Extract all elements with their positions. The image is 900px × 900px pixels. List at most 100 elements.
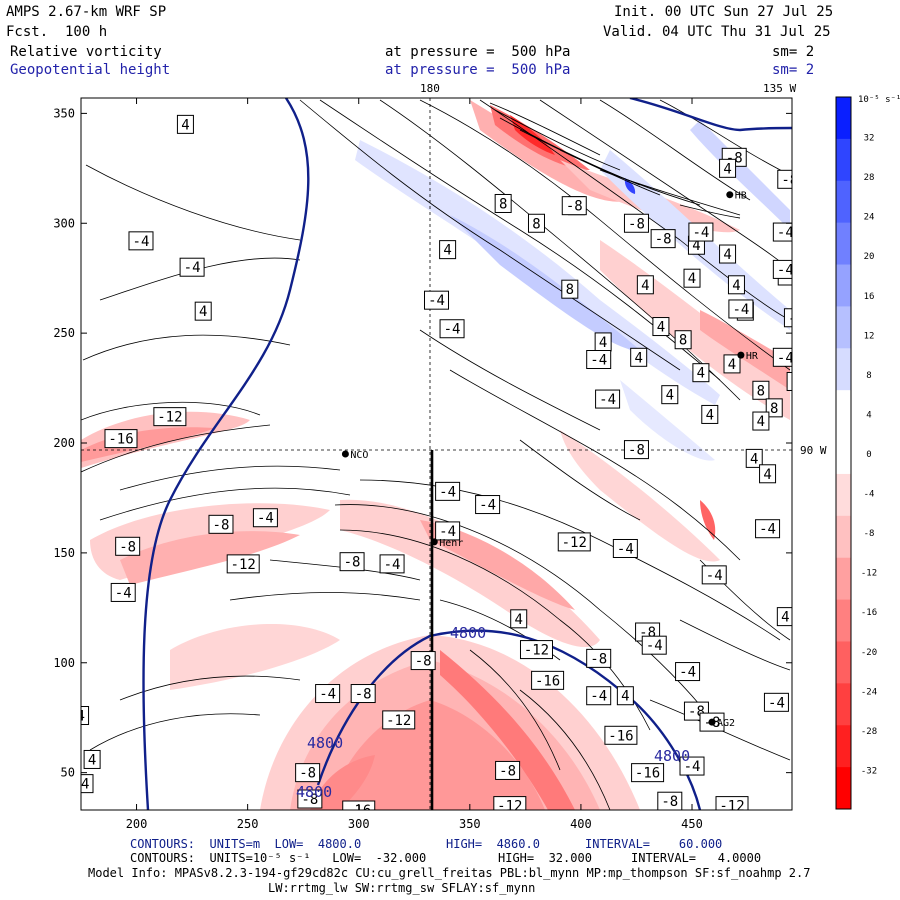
colorbar-tick-label: 20 (864, 252, 875, 262)
valid-time: Valid. 04 UTC Thu 31 Jul 25 (603, 24, 831, 40)
station-label: NCO (350, 450, 368, 461)
vorticity-label-box (531, 670, 565, 690)
height-contour-labels: 4800 4800 4800 4800 (296, 624, 690, 801)
vorticity-label-box (424, 290, 449, 310)
colorbar-tick-label: 32 (864, 134, 875, 144)
vorticity-label-box (410, 651, 436, 671)
colorbar-tick-label: 12 (864, 331, 875, 341)
vorticity-label: -4 (809, 568, 833, 586)
vorticity-label: 4 (759, 464, 777, 484)
vorticity-contour-labels: 4 -4 -4 4 -12 -16 -4 -8 -8 -4 -12 -8 -4 -4 -4 4 -4 -8 -8 -4… (68, 114, 835, 815)
vorticity-label-box (81, 774, 94, 794)
vorticity-label: 4 (727, 275, 745, 295)
height-contour-info: CONTOURS: UNITS=m LOW= 4800.0 (130, 837, 362, 851)
vorticity-label-box (811, 313, 835, 331)
vorticity-label-box (83, 749, 101, 769)
vorticity-label-text: -4 (706, 568, 723, 584)
vorticity-label: -8 (623, 440, 649, 460)
x-tick-label: 200 (126, 817, 148, 831)
vorticity-label-box (495, 760, 521, 780)
vorticity-label-box (776, 607, 792, 627)
vorticity-label-text: -16 (535, 673, 560, 689)
vorticity-label-box (616, 686, 634, 706)
colorbar-swatch (836, 515, 851, 559)
vorticity-label: -4 (586, 686, 612, 706)
vorticity-label-text: -4 (684, 759, 701, 775)
vorticity-label-text: 4 (781, 610, 789, 626)
vorticity-label: 4 (194, 301, 212, 321)
vorticity-label-box (783, 308, 792, 328)
vorticity-label: -4 (804, 458, 828, 476)
vorticity-label-box (110, 582, 136, 602)
vorticity-label-text: -8 (499, 763, 516, 779)
vorticity-label: -12 (715, 796, 749, 815)
vorticity-label-box (435, 481, 461, 501)
vorticity-label-text: -12 (231, 557, 256, 573)
model-title: AMPS 2.67-km WRF SP (6, 4, 167, 20)
vorticity-label-box (115, 536, 141, 556)
vorticity-label-text: -4 (590, 689, 607, 705)
vorticity-label: 4 (719, 158, 737, 178)
vorticity-label-box (808, 291, 824, 309)
vorticity-label-text: 4 (688, 271, 696, 287)
vorticity-label-text: -8 (355, 687, 372, 703)
vorticity-label-text: -8 (299, 766, 316, 782)
vorticity-label-text: -4 (257, 511, 274, 527)
vorticity-label-text: -4 (73, 777, 90, 793)
vorticity-label-text: 4 (728, 357, 736, 373)
colorbar-tick-label: 24 (864, 213, 875, 223)
vorticity-label-text: -16 (635, 766, 660, 782)
vorticity-label-box (604, 725, 638, 745)
vorticity-label-text: -4 (617, 541, 634, 557)
vorticity-label-text: 4 (599, 335, 607, 351)
vorticity-label: -12 (519, 640, 553, 660)
vorticity-label-text: -8 (213, 517, 230, 533)
vorticity-label-text: -4 (679, 665, 696, 681)
colorbar-swatch (836, 767, 851, 810)
colorbar-swatch (836, 180, 851, 224)
colorbar-tick-label: -24 (861, 687, 877, 697)
vorticity-label: 4 (752, 411, 770, 431)
vorticity-label-text: 4 (706, 407, 714, 423)
vorticity-label-text: -16 (108, 432, 133, 448)
station-dot (708, 718, 716, 726)
vorticity-label-box (701, 404, 719, 424)
vorticity-label-box (728, 299, 754, 319)
height-contour-interval: INTERVAL= 60.000 (585, 837, 723, 851)
vorticity-label: -8 (350, 684, 376, 704)
vorticity-label: -4 (475, 495, 501, 515)
vorticity-label-text: -4 (384, 557, 401, 573)
init-time: Init. 00 UTC Sun 27 Jul 25 (614, 4, 834, 20)
vorticity-label-text: -4 (133, 234, 150, 250)
vorticity-label: 8 (752, 380, 770, 400)
vorticity-label: -4 (435, 481, 461, 501)
station-markers: NCO Henr AG2 HR HB (341, 191, 759, 729)
vorticity-label: -4 (755, 519, 781, 539)
vorticity-label: 4 (701, 404, 719, 424)
vorticity-label: -4 (586, 350, 612, 370)
vorticity-label: 4 (723, 354, 741, 374)
colorbar-tick-label: 4 (866, 410, 871, 420)
vorticity-label-text: 4 (657, 320, 665, 336)
plot-frame (80, 97, 793, 811)
vorticity-label-text: -12 (562, 535, 587, 551)
vorticity-label-text: -8 (815, 315, 832, 331)
vorticity-label-text: 4 (697, 366, 705, 382)
vorticity-label-text: -4 (68, 709, 85, 725)
vorticity-label: -16 (531, 670, 565, 690)
vorticity-label-text: -8 (812, 350, 829, 366)
vorticity-label-box (723, 354, 741, 374)
vorticity-label-text: -12 (719, 799, 744, 815)
vorticity-label: -4 (379, 554, 405, 574)
station-label: AG2 (717, 718, 735, 729)
vorticity-label-box (765, 398, 783, 418)
vorticity-label-text: -4 (319, 687, 336, 703)
vorticity-label: -16 (604, 725, 638, 745)
station-dot (737, 351, 745, 359)
vorticity-label-box (688, 222, 714, 242)
vorticity-label-box (557, 532, 591, 552)
vorticity-label: -4 (612, 538, 638, 558)
vorticity-label: -8 (410, 651, 436, 671)
colorbar-tick-label: 0 (866, 450, 871, 460)
vorticity-label: -4 (315, 684, 341, 704)
